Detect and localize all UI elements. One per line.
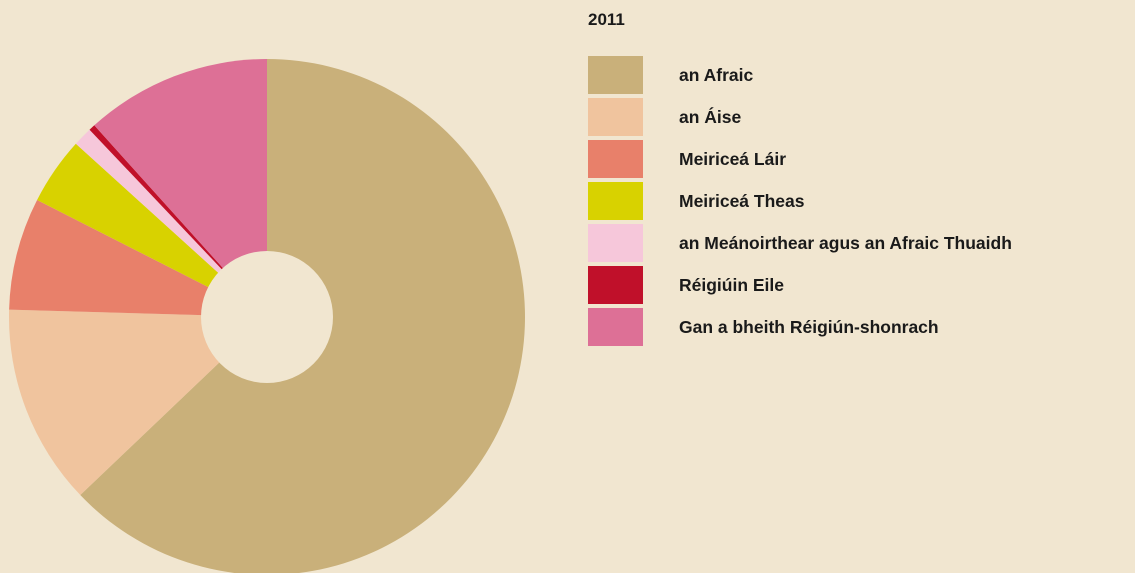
legend-item: an Meánoirthear agus an Afraic Thuaidh [588, 224, 1012, 262]
legend-item: Réigiúin Eile [588, 266, 1012, 304]
legend-label: Réigiúin Eile [679, 274, 785, 295]
legend-label: an Afraic [679, 64, 754, 85]
pie-slice-4 [37, 143, 267, 317]
legend-label: Gan a bheith Réigiún-shonrach [679, 316, 939, 337]
pie-chart [8, 59, 525, 573]
legend-swatch [588, 140, 643, 178]
pie-slice-5 [75, 129, 267, 317]
pie-slice-3 [9, 199, 267, 317]
legend-label: an Áise [679, 106, 742, 127]
pie-slice-2 [8, 309, 267, 496]
legend-swatch [588, 266, 643, 304]
pie-slice-7 [94, 59, 267, 317]
legend: an Afraic an Áise Meiriceá Láir Meiriceá Th… [588, 56, 1012, 352]
legend-label: Meiriceá Láir [679, 148, 786, 169]
legend-item: Meiriceá Theas [588, 182, 1012, 220]
legend-label: Meiriceá Theas [679, 190, 805, 211]
legend-swatch [588, 182, 643, 220]
legend-swatch [588, 308, 643, 346]
legend-item: an Afraic [588, 56, 1012, 94]
legend-swatch [588, 224, 643, 262]
legend-swatch [588, 98, 643, 136]
donut-hole [201, 251, 333, 383]
legend-label: an Meánoirthear agus an Afraic Thuaidh [679, 232, 1012, 253]
chart-title: 2011 [588, 10, 625, 29]
legend-item: Gan a bheith Réigiún-shonrach [588, 308, 1012, 346]
legend-swatch [588, 56, 643, 94]
legend-item: an Áise [588, 98, 1012, 136]
legend-item: Meiriceá Láir [588, 140, 1012, 178]
